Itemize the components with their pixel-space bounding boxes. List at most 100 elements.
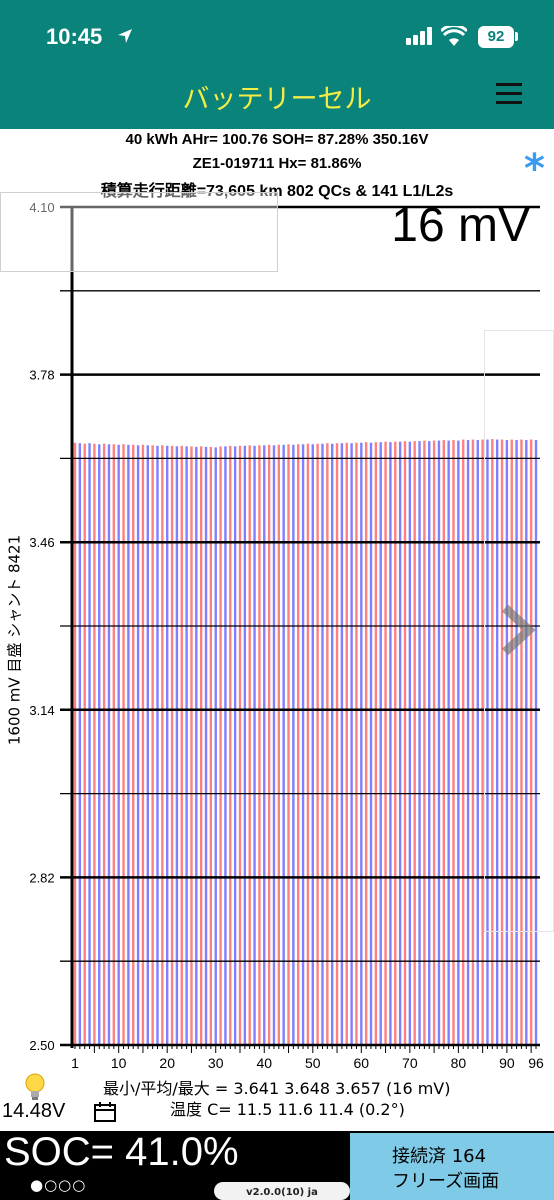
soc-readout: SOC= 41.0% xyxy=(4,1130,239,1174)
cell-bar xyxy=(127,444,130,1046)
calendar-icon[interactable] xyxy=(93,1101,117,1123)
cell-bar xyxy=(224,446,227,1045)
cell-bar xyxy=(326,443,329,1045)
battery-level-badge: 92 xyxy=(478,26,514,48)
x-tick-label: 80 xyxy=(451,1055,467,1071)
cell-bar xyxy=(379,442,382,1045)
cell-bar xyxy=(297,444,300,1045)
cell-bar xyxy=(418,441,421,1045)
y-tick-label: 4.10 xyxy=(29,200,54,215)
menu-button[interactable] xyxy=(496,77,522,109)
cell-bar xyxy=(267,444,271,1046)
aux-battery-voltage: 14.48V xyxy=(2,1100,66,1122)
odometer-line: 積算走行距離=73,605 km 802 QCs & 141 L1/L2s xyxy=(100,183,454,200)
cell-bar xyxy=(413,441,416,1045)
cell-voltage-chart: 4.10 3.78 3.46 3.14 2.82 2.50 1 10 20 30 40 50 60 70 8… xyxy=(29,200,544,1071)
cell-bar xyxy=(330,443,334,1045)
cell-bar xyxy=(306,443,310,1045)
voltage-spread-label: 16 mV xyxy=(391,199,530,252)
cell-bar xyxy=(170,445,174,1045)
cell-bar xyxy=(209,446,213,1045)
cell-bar xyxy=(428,441,431,1045)
cell-bar xyxy=(515,440,518,1046)
x-tick-label: 1 xyxy=(71,1055,79,1071)
cell-bar xyxy=(229,445,232,1045)
app-header xyxy=(0,0,554,129)
cell-bar xyxy=(476,440,479,1046)
cell-bar xyxy=(253,445,256,1045)
cell-bar xyxy=(166,445,169,1045)
page-indicator[interactable]: ●○○○ xyxy=(30,1176,87,1194)
cell-bar xyxy=(350,443,353,1045)
battery-nub xyxy=(515,32,518,41)
cell-bar xyxy=(423,440,426,1045)
connection-status-panel[interactable] xyxy=(350,1133,554,1200)
y-tick-label: 3.78 xyxy=(29,368,54,383)
overlay-box[interactable] xyxy=(0,192,278,272)
x-tick-label: 30 xyxy=(208,1055,224,1071)
cell-bar xyxy=(287,444,290,1045)
x-tick-label: 70 xyxy=(402,1055,418,1071)
cell-bar xyxy=(355,442,358,1045)
cell-bar xyxy=(161,445,164,1045)
cell-bar xyxy=(78,443,82,1045)
cell-bar xyxy=(491,439,494,1045)
cell-bar xyxy=(520,439,523,1045)
y-tick-label: 2.82 xyxy=(29,870,54,885)
cell-bar xyxy=(447,440,450,1045)
lightbulb-icon[interactable] xyxy=(22,1072,48,1102)
cell-bar xyxy=(175,446,179,1045)
cell-bar xyxy=(98,444,101,1045)
cell-bar xyxy=(316,443,319,1045)
cell-bar xyxy=(432,440,436,1045)
cell-bar xyxy=(219,446,222,1045)
cell-bar xyxy=(394,441,397,1045)
cell-bar xyxy=(233,446,237,1045)
cell-bar xyxy=(93,443,96,1045)
cell-bar xyxy=(180,445,183,1045)
star-button[interactable]: * xyxy=(524,146,545,192)
location-arrow-icon xyxy=(118,29,132,43)
cell-bar xyxy=(248,445,251,1045)
x-tick-label: 60 xyxy=(354,1055,370,1071)
cell-bar xyxy=(195,446,198,1045)
cell-bar xyxy=(88,443,91,1045)
cell-bar xyxy=(408,441,412,1045)
wifi-icon xyxy=(441,26,467,46)
cell-bar xyxy=(277,444,281,1046)
x-tick-label: 50 xyxy=(305,1055,321,1071)
cell-bar xyxy=(83,443,86,1045)
cell-bar xyxy=(525,440,528,1046)
cell-bar xyxy=(321,443,324,1045)
y-tick-label: 3.14 xyxy=(29,703,54,718)
voltage-stats: 最小/平均/最大 = 3.641 3.648 3.657 (16 mV) xyxy=(103,1079,451,1098)
cell-bar xyxy=(141,444,145,1046)
chevron-right-icon[interactable] xyxy=(497,600,537,660)
cell-bar xyxy=(185,446,188,1045)
cell-bar xyxy=(369,442,373,1045)
cell-bar xyxy=(500,439,504,1045)
cell-bar xyxy=(311,444,314,1045)
cell-bar xyxy=(136,445,140,1045)
cell-bar xyxy=(452,440,455,1046)
cell-bar xyxy=(151,445,154,1045)
cell-bar xyxy=(495,439,499,1045)
cellular-signal-icon xyxy=(406,27,432,45)
vehicle-id-line: ZE1-019711 Hx= 81.86% xyxy=(192,155,362,172)
cell-bar xyxy=(214,447,217,1045)
freeze-screen-label: フリーズ画面 xyxy=(392,1171,500,1192)
cell-bar xyxy=(384,441,387,1045)
cell-bar xyxy=(398,441,402,1045)
cell-bar xyxy=(112,444,116,1045)
cell-bar xyxy=(374,442,378,1045)
cell-bar xyxy=(340,443,344,1045)
cell-bar xyxy=(442,440,445,1046)
page-title: バッテリーセル xyxy=(182,84,372,115)
cell-bar xyxy=(238,445,242,1045)
x-tick-label: 20 xyxy=(159,1055,175,1071)
cell-bar xyxy=(301,444,305,1045)
cell-bar xyxy=(510,439,513,1045)
temperature-stats: 温度 C= 11.5 11.6 11.4 (0.2°) xyxy=(170,1100,405,1119)
cell-bar xyxy=(481,439,484,1045)
cell-bar xyxy=(389,442,392,1045)
